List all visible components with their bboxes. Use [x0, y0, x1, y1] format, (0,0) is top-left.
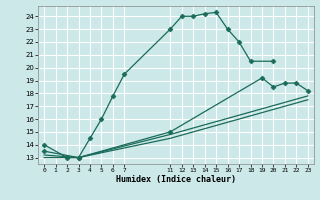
X-axis label: Humidex (Indice chaleur): Humidex (Indice chaleur): [116, 175, 236, 184]
